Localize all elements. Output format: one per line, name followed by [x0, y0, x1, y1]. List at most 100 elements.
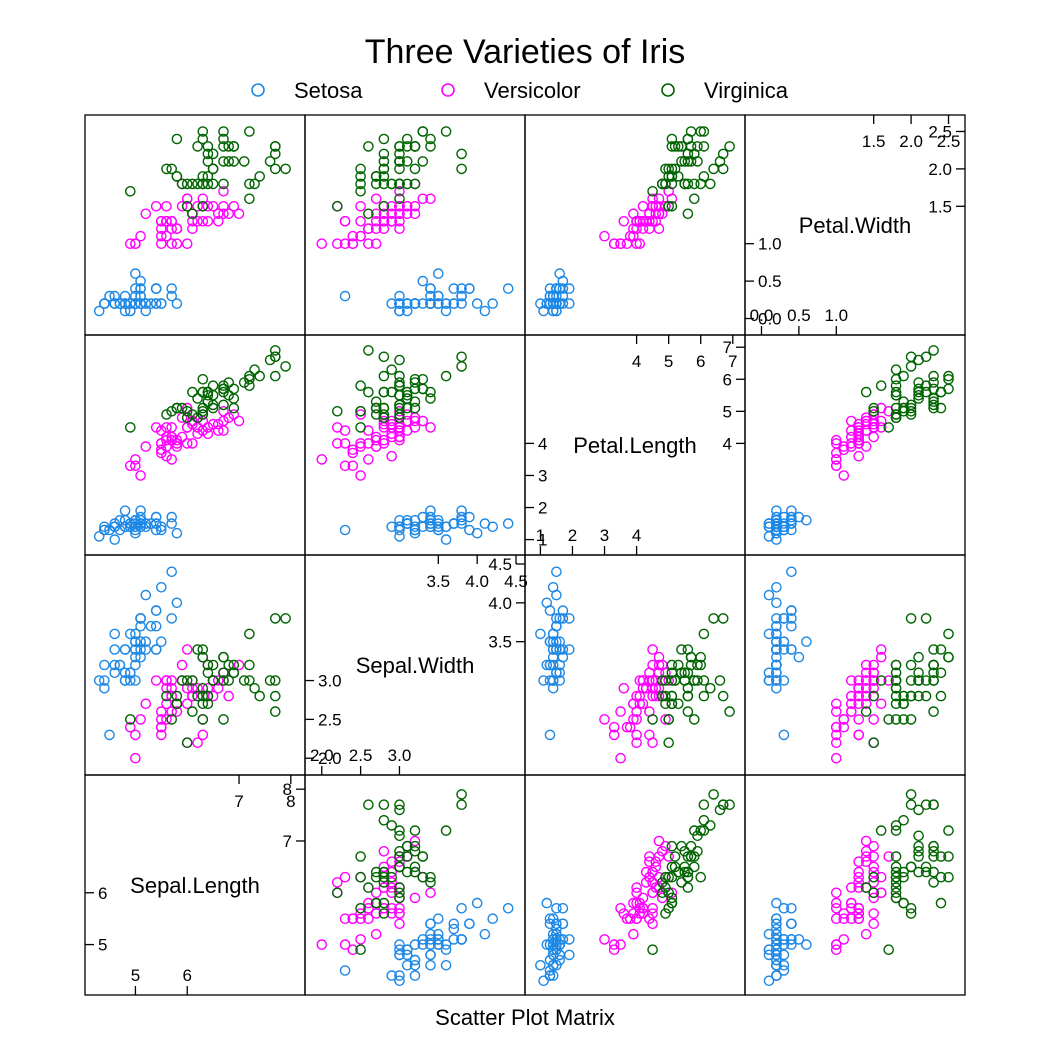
tick-label-left: 4 — [538, 434, 547, 453]
point-versicolor — [135, 714, 146, 725]
point-versicolor — [634, 908, 646, 919]
point-setosa — [440, 944, 452, 956]
point-virginica — [905, 903, 917, 914]
point-setosa — [130, 515, 141, 526]
point-setosa — [440, 298, 452, 309]
point-virginica — [692, 141, 703, 152]
point-versicolor — [192, 200, 203, 212]
point-virginica — [905, 908, 917, 919]
point-versicolor — [394, 185, 405, 197]
point-setosa — [771, 913, 782, 925]
point-versicolor — [386, 450, 398, 462]
point-virginica — [202, 386, 214, 398]
point-virginica — [207, 178, 219, 190]
point-virginica — [176, 178, 188, 190]
point-virginica — [197, 698, 209, 710]
point-setosa — [502, 903, 514, 914]
point-versicolor — [207, 200, 219, 212]
point-versicolor — [155, 438, 167, 449]
point-virginica — [695, 871, 707, 883]
point-setosa — [448, 298, 460, 309]
point-virginica — [920, 351, 932, 363]
point-virginica — [223, 675, 234, 686]
point-setosa — [401, 515, 413, 526]
point-setosa — [771, 505, 782, 517]
point-setosa — [535, 960, 546, 971]
point-versicolor — [868, 866, 880, 878]
point-virginica — [913, 830, 924, 842]
point-virginica — [685, 840, 697, 852]
diagonal-label-petal-length: Petal.Length — [573, 433, 697, 458]
point-virginica — [192, 644, 203, 655]
point-setosa — [394, 975, 405, 987]
point-versicolor — [409, 208, 421, 220]
point-setosa — [786, 620, 797, 632]
point-versicolor — [181, 193, 193, 205]
point-virginica — [657, 887, 668, 899]
point-virginica — [679, 866, 691, 878]
point-setosa — [471, 298, 483, 309]
point-virginica — [920, 675, 932, 686]
point-versicolor — [637, 215, 649, 227]
point-virginica — [207, 163, 219, 175]
point-versicolor — [637, 200, 649, 212]
point-versicolor — [202, 200, 214, 212]
tick-label-top: 7 — [728, 352, 737, 371]
point-setosa — [135, 298, 146, 309]
point-setosa — [456, 505, 467, 517]
point-setosa — [551, 613, 562, 624]
point-virginica — [666, 178, 678, 190]
point-setosa — [771, 521, 782, 533]
point-setosa — [425, 949, 436, 961]
tick-label-left: 3.0 — [318, 672, 342, 691]
point-versicolor — [831, 913, 842, 925]
point-setosa — [130, 659, 141, 671]
point-virginica — [269, 345, 281, 356]
tick-label-bottom: 2 — [568, 526, 577, 545]
point-virginica — [666, 861, 678, 873]
point-virginica — [685, 851, 697, 862]
point-setosa — [440, 960, 452, 971]
point-setosa — [771, 651, 782, 663]
point-versicolor — [347, 230, 359, 242]
point-versicolor — [166, 454, 177, 465]
point-setosa — [771, 613, 782, 624]
point-virginica — [269, 148, 281, 160]
point-virginica — [928, 846, 939, 857]
point-virginica — [890, 683, 902, 694]
point-versicolor — [634, 903, 646, 914]
tick-label-bottom: 0.5 — [787, 306, 811, 325]
point-versicolor — [386, 856, 398, 868]
point-setosa — [417, 298, 429, 309]
diagonal-label-petal-width: Petal.Width — [799, 213, 912, 238]
point-versicolor — [386, 877, 398, 888]
point-virginica — [125, 185, 136, 197]
point-setosa — [166, 566, 177, 578]
point-setosa — [547, 582, 559, 593]
point-virginica — [928, 377, 939, 388]
point-versicolor — [608, 939, 620, 950]
point-versicolor — [634, 897, 646, 909]
point-setosa — [135, 515, 146, 526]
point-versicolor — [197, 215, 209, 227]
point-versicolor — [181, 683, 193, 694]
point-virginica — [244, 628, 255, 640]
point-virginica — [197, 405, 209, 417]
point-virginica — [660, 882, 671, 893]
point-versicolor — [860, 659, 872, 671]
point-setosa — [140, 589, 152, 601]
point-virginica — [394, 377, 405, 388]
point-virginica — [717, 799, 729, 811]
point-virginica — [898, 370, 909, 382]
point-virginica — [943, 628, 954, 640]
point-versicolor — [838, 721, 850, 733]
point-setosa — [547, 651, 559, 663]
point-setosa — [801, 636, 812, 648]
point-versicolor — [223, 412, 234, 424]
point-versicolor — [171, 706, 183, 717]
point-setosa — [771, 949, 782, 961]
point-versicolor — [140, 441, 152, 452]
point-virginica — [890, 892, 902, 904]
point-setosa — [771, 518, 782, 529]
tick-label-bottom: 6 — [182, 966, 191, 985]
